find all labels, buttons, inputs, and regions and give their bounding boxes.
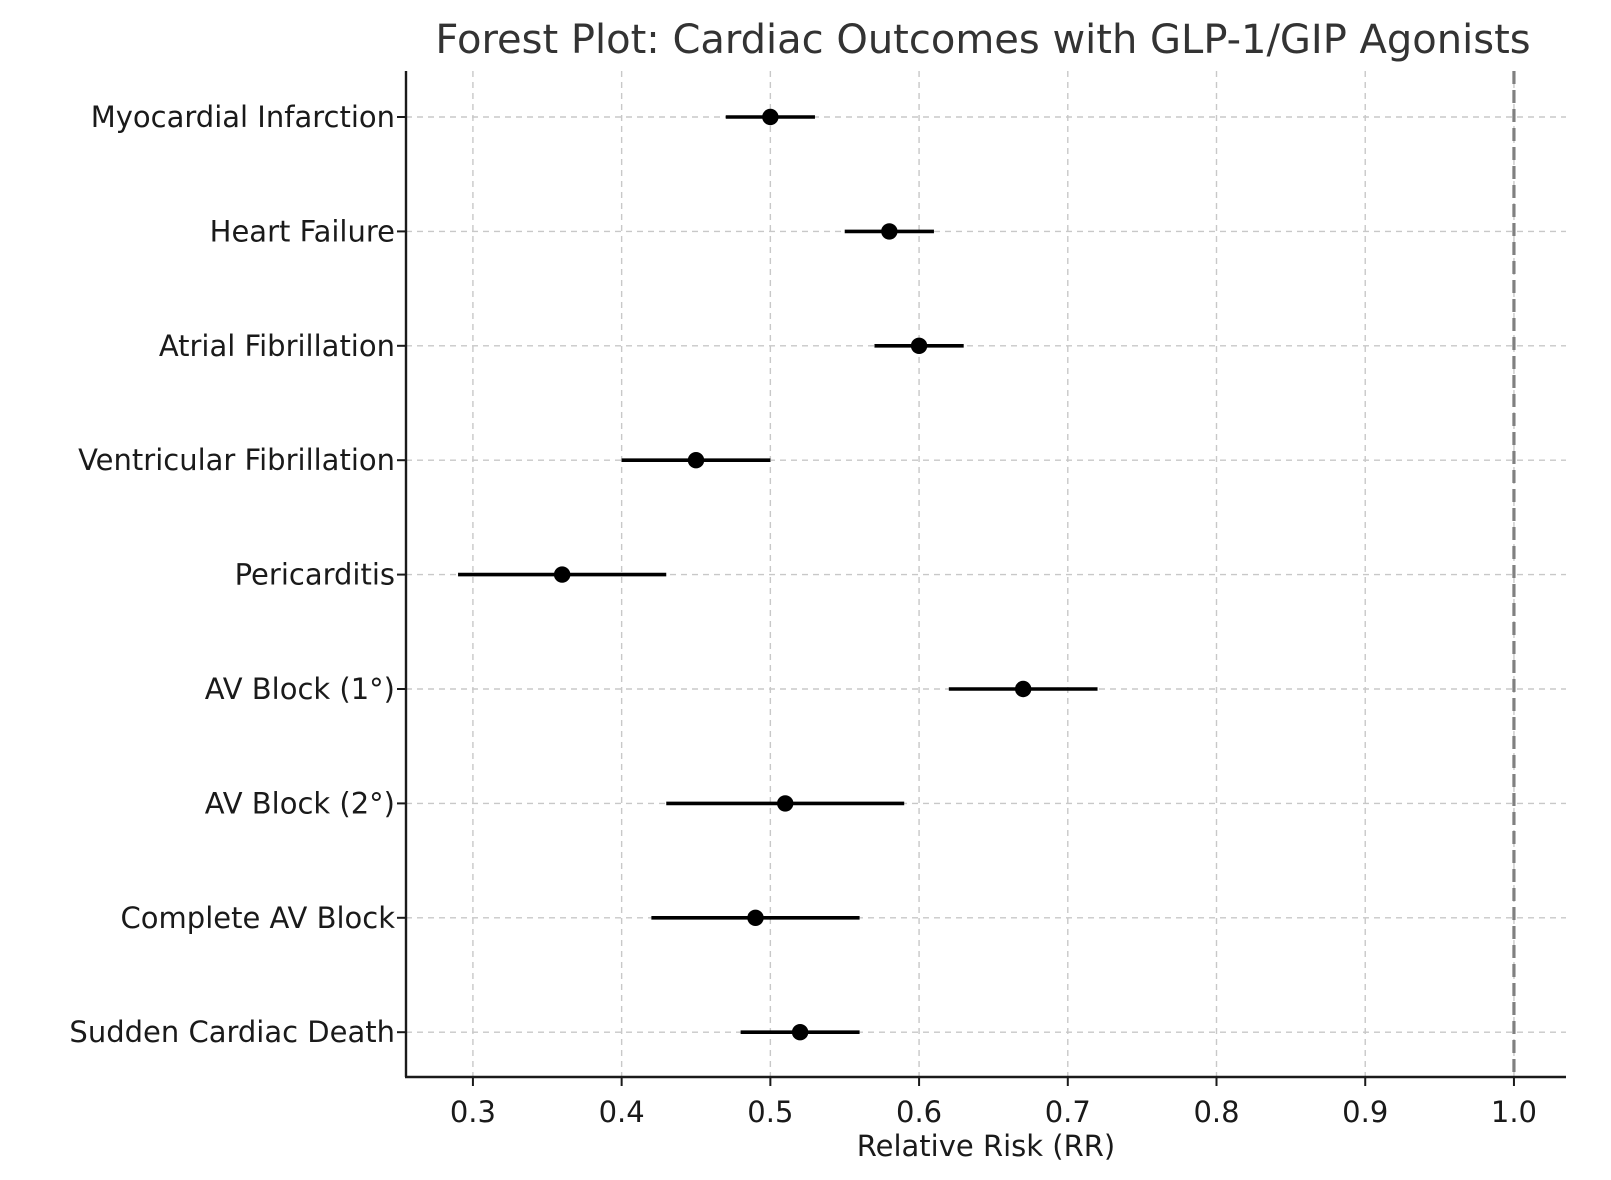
point-estimate-marker [777, 795, 794, 812]
x-tick-label: 0.7 [1045, 1095, 1091, 1129]
point-estimate-marker [1014, 680, 1032, 698]
x-tick-label: 0.5 [747, 1095, 793, 1129]
chart-title: Forest Plot: Cardiac Outcomes with GLP-1… [435, 17, 1530, 63]
category-label: Pericarditis [235, 558, 395, 592]
x-axis-label: Relative Risk (RR) [857, 1129, 1115, 1163]
category-label: Ventricular Fibrillation [78, 443, 395, 477]
x-tick-label: 0.4 [599, 1095, 645, 1129]
point-estimate-marker [553, 566, 571, 583]
x-tick-labels: 0.3 0.4 0.5 0.6 0.7 0.8 0.9 1.0 [450, 1077, 1537, 1129]
category-label: Sudden Cardiac Death [69, 1015, 395, 1049]
x-tick-label: 0.6 [896, 1095, 942, 1129]
x-tick-label: 1.0 [1491, 1095, 1537, 1129]
point-estimate-marker [762, 108, 779, 126]
point-estimates [553, 108, 1032, 1041]
point-estimate-marker [747, 909, 764, 926]
category-label: Heart Failure [210, 214, 395, 248]
point-estimate-marker [687, 452, 705, 469]
category-label: AV Block (2°) [205, 786, 395, 820]
x-tick-label: 0.8 [1193, 1095, 1239, 1129]
category-label: Atrial Fibrillation [159, 329, 395, 363]
category-label: AV Block (1°) [205, 672, 395, 706]
category-label: Myocardial Infarction [91, 100, 395, 134]
category-label: Complete AV Block [121, 901, 396, 935]
x-tick-label: 0.9 [1342, 1095, 1388, 1129]
x-tick-label: 0.3 [450, 1095, 496, 1129]
point-estimate-marker [881, 223, 898, 240]
point-estimate-marker [910, 337, 928, 354]
point-estimate-marker [791, 1023, 809, 1041]
y-tick-labels: Myocardial Infarction Heart Failure Atrial… [69, 100, 406, 1049]
